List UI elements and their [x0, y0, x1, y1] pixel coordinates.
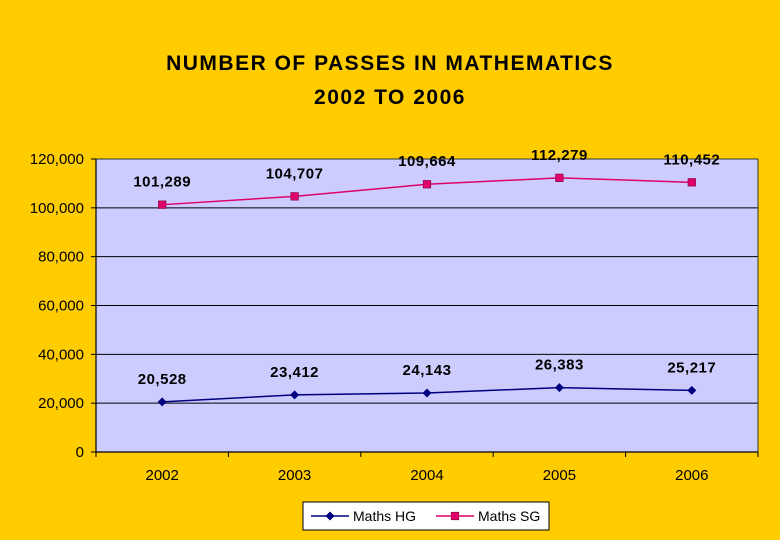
point-maths-sg-2002: [158, 200, 167, 209]
y-tick-label-4: 80,000: [38, 249, 84, 266]
chart-title-line-1: NUMBER OF PASSES IN MATHEMATICS: [166, 52, 614, 75]
legend-box: [302, 501, 550, 531]
data-label-maths-hg-2004: 24,143: [403, 362, 452, 379]
point-maths-sg-2004: [422, 180, 432, 189]
point-maths-sg-2006: [687, 178, 696, 187]
x-tick-label-4: 2006: [675, 467, 708, 484]
x-tick-label-1: 2003: [278, 467, 311, 484]
y-tick-label-1: 20,000: [38, 395, 84, 412]
y-tick-label-6: 120,000: [30, 151, 84, 168]
point-maths-sg-2003: [290, 192, 299, 201]
plot-area: 0 20,000 40,000 60,000 80,000 100,000 120,000 2…: [30, 147, 759, 484]
data-label-maths-sg-2006: 110,452: [663, 151, 720, 168]
data-label-maths-hg-2002: 20,528: [138, 371, 187, 388]
data-label-maths-sg-2005: 112,279: [531, 147, 588, 164]
data-label-maths-sg-2004: 109,664: [398, 153, 456, 170]
y-tick-label-0: 0: [76, 444, 84, 461]
x-tick-label-0: 2002: [146, 467, 179, 484]
data-label-maths-hg-2006: 25,217: [667, 359, 716, 376]
point-maths-hg-2006: [687, 385, 697, 395]
x-tick-label-2: 2004: [410, 467, 443, 484]
data-label-maths-hg-2005: 26,383: [535, 357, 584, 374]
data-label-maths-sg-2002: 101,289: [133, 174, 191, 191]
point-maths-sg-2005: [555, 173, 564, 182]
legend-marker-maths-hg: [325, 511, 335, 521]
data-label-maths-hg-2003: 23,412: [270, 364, 319, 381]
point-maths-hg-2002: [157, 397, 167, 407]
point-maths-hg-2005: [554, 383, 564, 393]
data-label-maths-sg-2003: 104,707: [266, 165, 324, 182]
x-tick-label-3: 2005: [543, 467, 576, 484]
y-tick-label-3: 60,000: [38, 298, 84, 315]
point-maths-hg-2004: [422, 388, 432, 398]
chart-title-line-2: 2002 TO 2006: [314, 86, 466, 109]
legend: Maths HG Maths SG: [302, 501, 550, 531]
legend-label-maths-hg: Maths HG: [353, 508, 416, 524]
legend-marker-maths-sg: [450, 511, 460, 521]
y-tick-label-2: 40,000: [38, 346, 84, 363]
point-maths-hg-2003: [290, 390, 300, 400]
legend-label-maths-sg: Maths SG: [478, 508, 540, 524]
y-tick-label-5: 100,000: [30, 200, 84, 217]
